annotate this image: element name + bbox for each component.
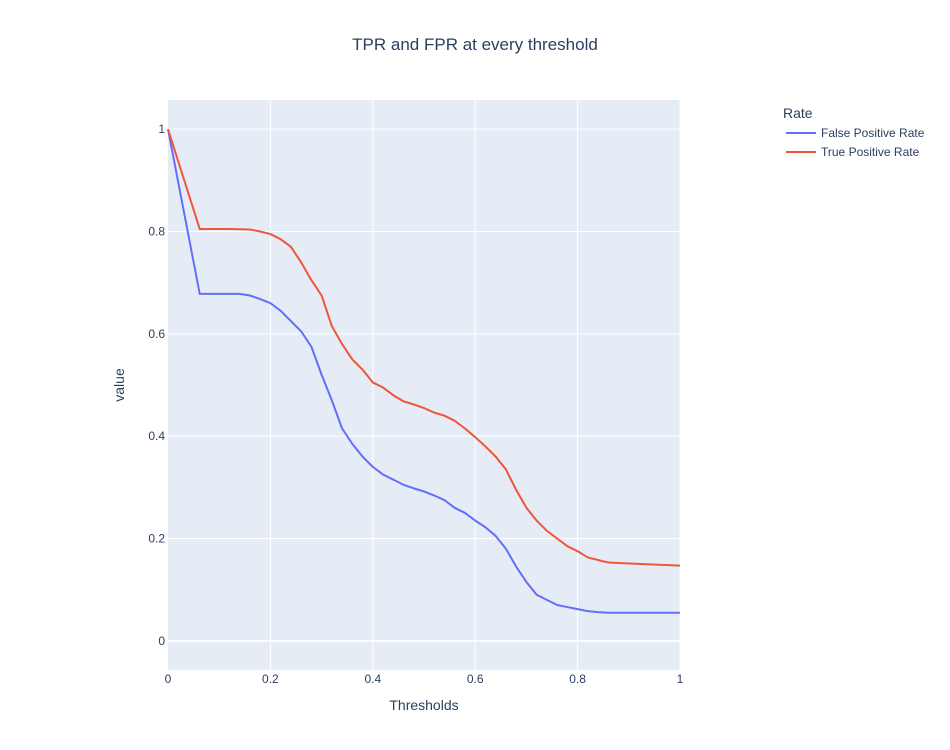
legend-label-true-positive-rate[interactable]: True Positive Rate: [821, 145, 920, 159]
x-tick-label: 0.6: [467, 672, 484, 686]
y-tick-label: 0.8: [148, 224, 165, 238]
y-tick-label: 0.2: [148, 532, 165, 546]
y-axis-ticks: 0 0.2 0.4 0.6 0.8 1: [148, 122, 165, 648]
y-tick-label: 0.6: [148, 327, 165, 341]
legend: Rate False Positive Rate True Positive Ra…: [783, 105, 925, 159]
chart-title: TPR and FPR at every threshold: [352, 35, 598, 54]
x-axis-title: Thresholds: [389, 697, 458, 713]
gridlines: [168, 100, 681, 670]
y-tick-label: 0: [158, 634, 165, 648]
x-tick-label: 1: [677, 672, 684, 686]
y-axis-title: value: [111, 368, 127, 402]
x-tick-label: 0: [165, 672, 172, 686]
plot-area: [168, 100, 680, 670]
series-line-true-positive-rate: [167, 128, 681, 567]
x-axis-ticks: 0 0.2 0.4 0.6 0.8 1: [165, 672, 684, 686]
x-tick-label: 0.8: [569, 672, 586, 686]
legend-label-false-positive-rate[interactable]: False Positive Rate: [821, 126, 925, 140]
legend-title: Rate: [783, 105, 813, 121]
series-layer: [167, 128, 681, 614]
x-tick-label: 0.2: [262, 672, 279, 686]
y-tick-label: 0.4: [148, 429, 165, 443]
x-tick-label: 0.4: [364, 672, 381, 686]
y-tick-label: 1: [158, 122, 165, 136]
series-line-false-positive-rate: [167, 128, 680, 614]
